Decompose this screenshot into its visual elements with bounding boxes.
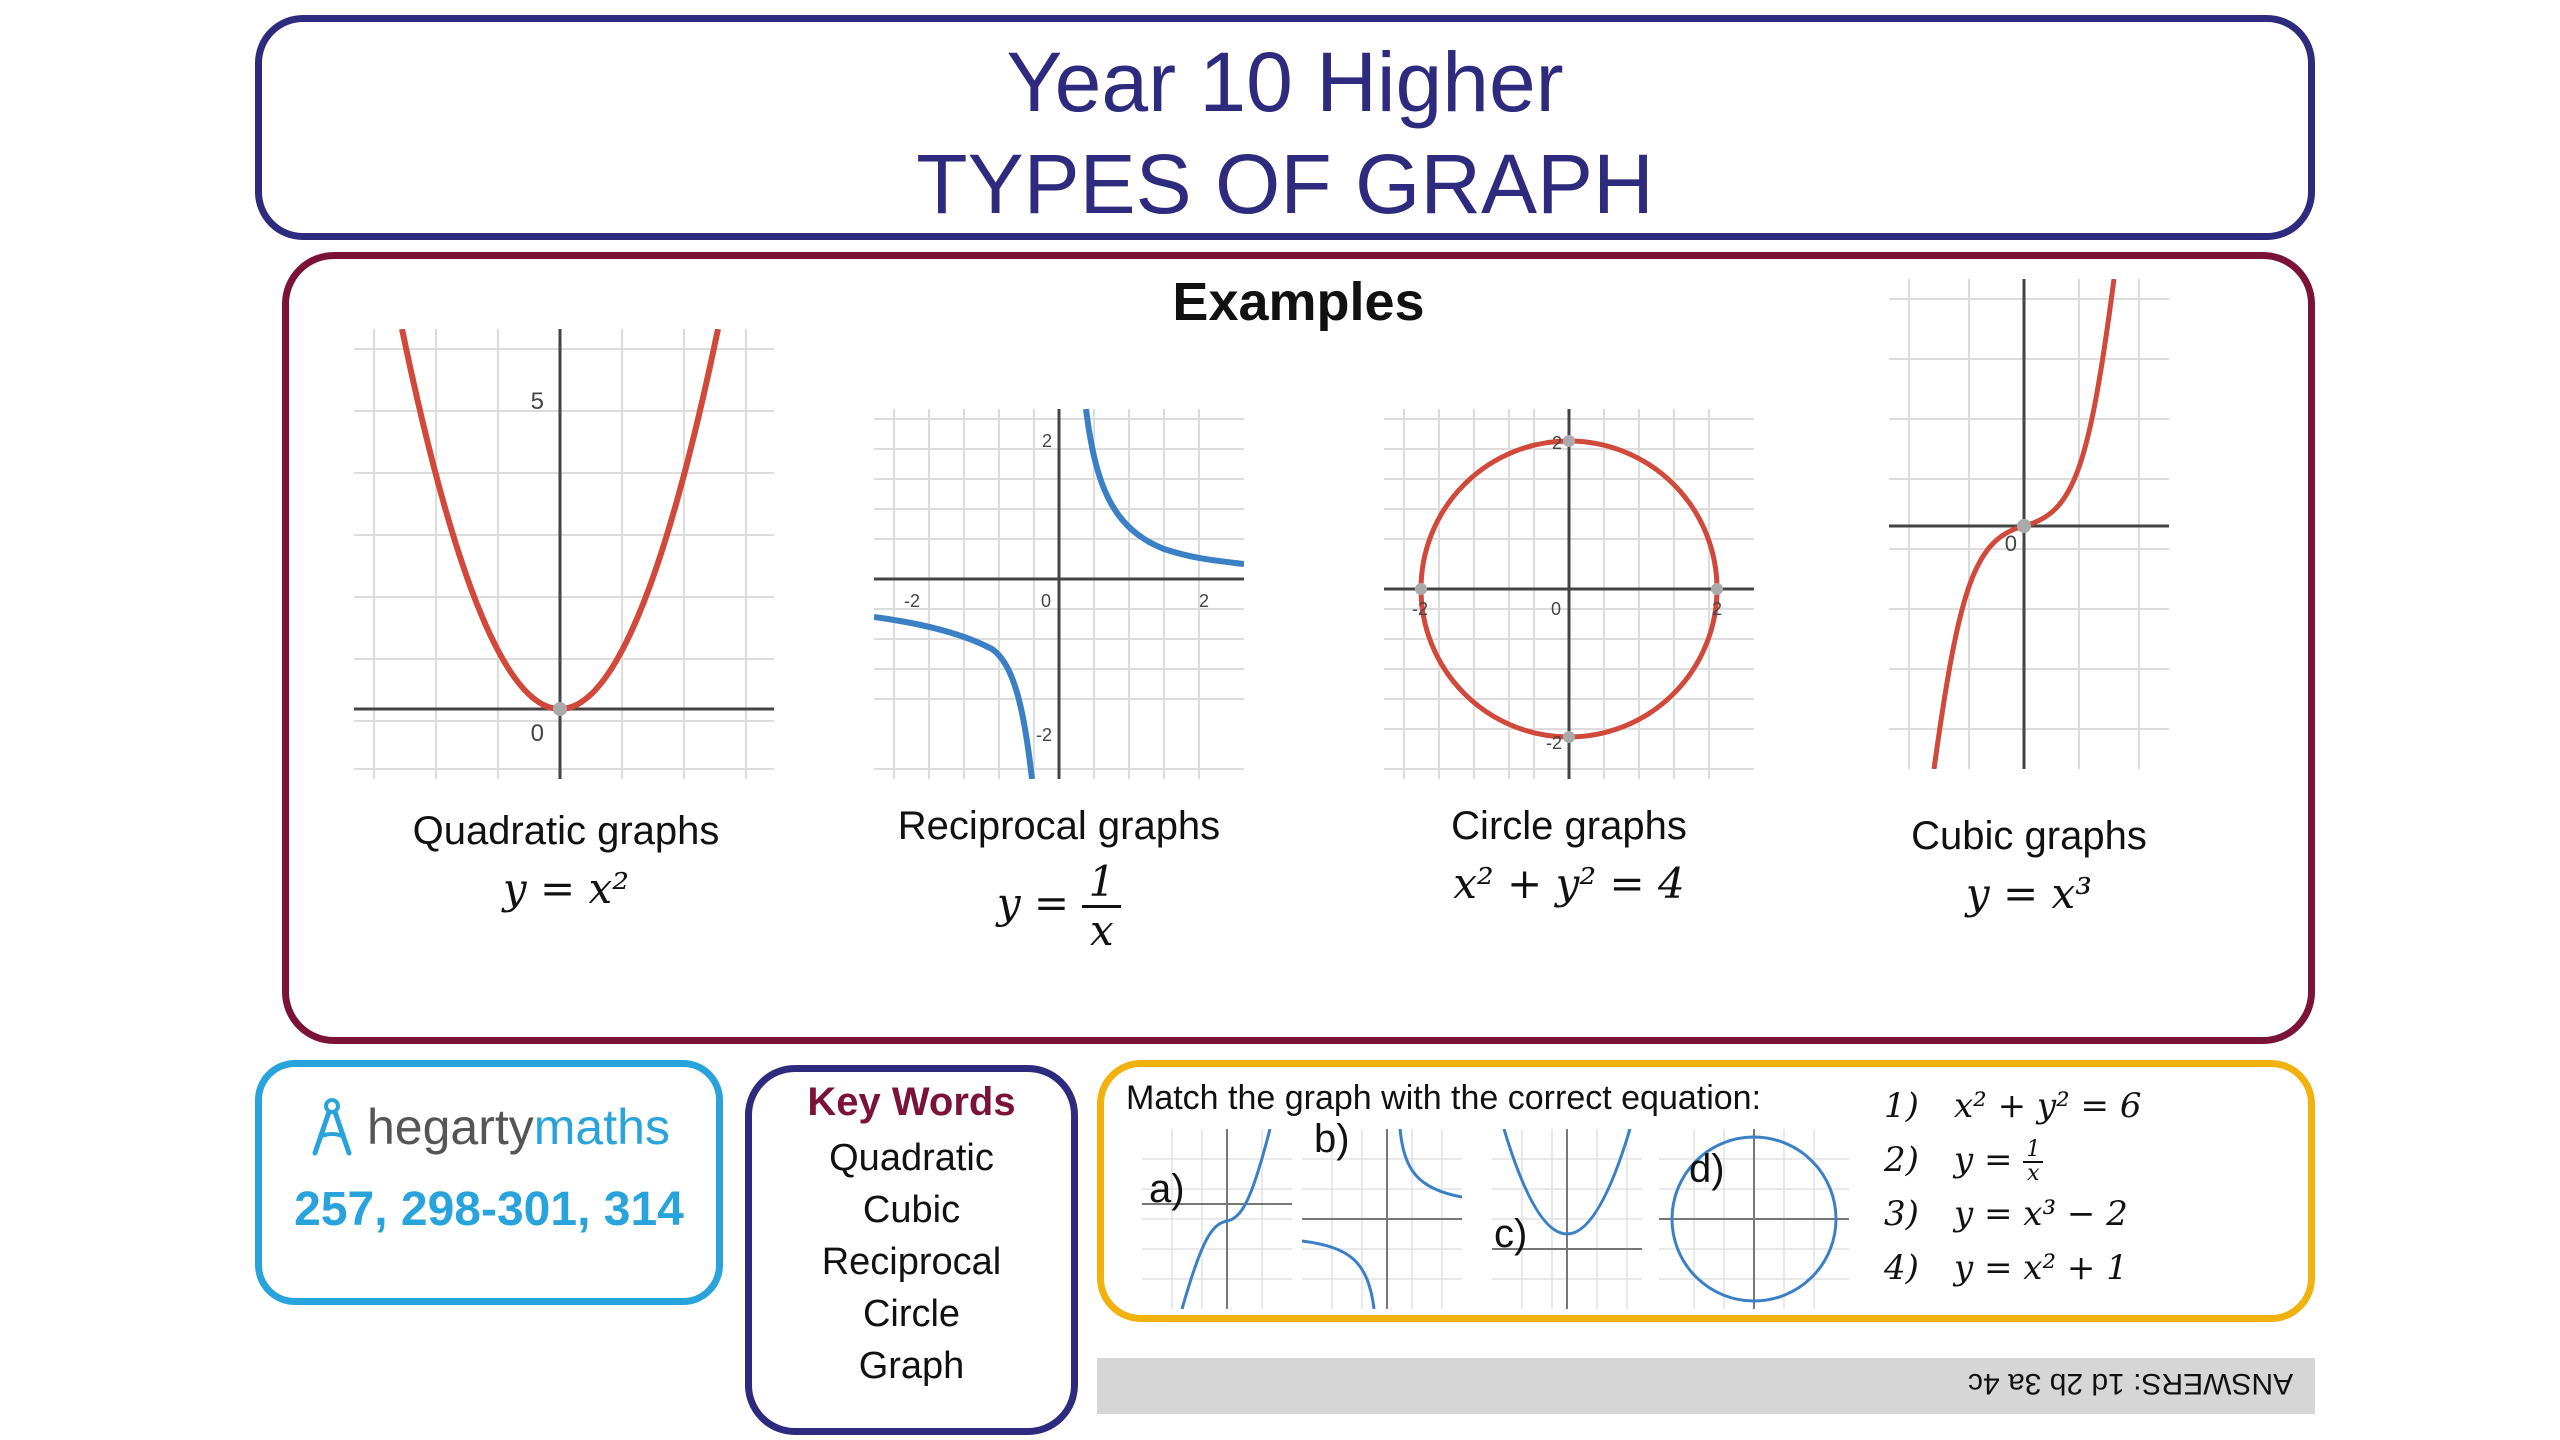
hegartymaths-panel: hegarty maths 257, 298-301, 314 — [255, 1060, 723, 1305]
circle-label: Circle graphs — [1451, 804, 1687, 848]
circle-tick-y2: 2 — [1552, 433, 1562, 453]
key-word-item: Quadratic — [829, 1137, 994, 1179]
quadratic-graph: 5 0 — [354, 329, 774, 779]
cubic-graph: 0 — [1889, 279, 2169, 769]
answers-text: ANSWERS: 1d 2b 3a 4c — [1967, 1367, 2293, 1400]
reciprocal-equation: y = 1 x — [864, 858, 1254, 956]
key-word-item: Reciprocal — [821, 1241, 1002, 1283]
match-task-panel: Match the graph with the correct equatio… — [1097, 1060, 2315, 1322]
reciprocal-eq-numerator: 1 — [1082, 858, 1122, 909]
match-prompt: Match the graph with the correct equatio… — [1126, 1079, 1762, 1117]
key-word-item: Circle — [862, 1293, 961, 1335]
reciprocal-label: Reciprocal graphs — [897, 804, 1221, 848]
examples-heading: Examples — [1172, 272, 1425, 332]
cubic-equation: y = x³ — [1965, 869, 2093, 918]
quad-tick-5: 5 — [531, 388, 544, 415]
mini-graph-d-label: d) — [1689, 1147, 1725, 1191]
recip-tick-y2: 2 — [1042, 431, 1052, 451]
hegarty-brand-word: hegarty — [367, 1099, 534, 1155]
recip-tick-0: 0 — [1041, 591, 1051, 611]
circle-tick-xm2: -2 — [1412, 599, 1428, 619]
circle-graph: 2 -2 0 2 -2 — [1384, 409, 1754, 779]
recip-tick-x2: 2 — [1199, 591, 1209, 611]
equation-item: 1) x² + y² = 6 — [1884, 1086, 2142, 1126]
mini-graph-c-label: c) — [1494, 1212, 1528, 1256]
title-panel: Year 10 Higher TYPES OF GRAPH — [255, 15, 2315, 240]
equation-item: 3) y = x³ − 2 — [1884, 1194, 2128, 1234]
reciprocal-eq-denominator: x — [1089, 906, 1114, 956]
recip-tick-ym2: -2 — [1036, 725, 1052, 745]
mini-graph-d — [1659, 1129, 1849, 1309]
key-words-list: Quadratic Cubic Reciprocal Circle Graph — [752, 1132, 1071, 1392]
hegartymaths-task-numbers: 257, 298-301, 314 — [294, 1183, 684, 1236]
compass-icon — [312, 1098, 352, 1156]
examples-panel: Examples 5 0 Quadratic graphs y = x² — [282, 252, 2315, 1044]
key-words-title: Key Words — [807, 1080, 1016, 1124]
key-word-item: Cubic — [862, 1189, 961, 1231]
equation-item: 4) y = x² + 1 — [1884, 1248, 2128, 1288]
mini-graph-a-label: a) — [1149, 1167, 1185, 1211]
circle-tick-ym2: -2 — [1546, 733, 1562, 753]
reciprocal-graph: 2 -2 0 2 -2 — [874, 409, 1244, 779]
circle-tick-0: 0 — [1551, 599, 1561, 619]
circle-equation: x² + y² = 4 — [1453, 859, 1685, 908]
quadratic-equation: y = x² — [502, 864, 630, 913]
cubic-label: Cubic graphs — [1911, 814, 2147, 858]
maths-brand-word: maths — [533, 1099, 670, 1155]
title-line-2: TYPES OF GRAPH — [916, 137, 1654, 231]
title-line-1: Year 10 Higher — [1006, 35, 1564, 129]
mini-graph-c — [1492, 1129, 1642, 1309]
key-words-panel: Key Words Quadratic Cubic Reciprocal Cir… — [745, 1065, 1078, 1435]
reciprocal-eq-fraction: 1 x — [1082, 858, 1122, 956]
quad-tick-0: 0 — [531, 720, 544, 747]
mini-graph-b — [1302, 1129, 1462, 1309]
reciprocal-eq-lhs: y = — [996, 878, 1070, 928]
key-word-item: Graph — [858, 1345, 965, 1387]
recip-tick-xm2: -2 — [904, 591, 920, 611]
mini-graph-b-label: b) — [1314, 1117, 1350, 1161]
cubic-tick-0: 0 — [2005, 531, 2017, 556]
circle-tick-x2: 2 — [1712, 599, 1722, 619]
mini-graph-a — [1142, 1129, 1292, 1309]
answers-bar: ANSWERS: 1d 2b 3a 4c — [1097, 1358, 2315, 1414]
hegartymaths-logo: hegarty maths — [307, 1097, 670, 1157]
quadratic-label: Quadratic graphs — [412, 809, 720, 853]
